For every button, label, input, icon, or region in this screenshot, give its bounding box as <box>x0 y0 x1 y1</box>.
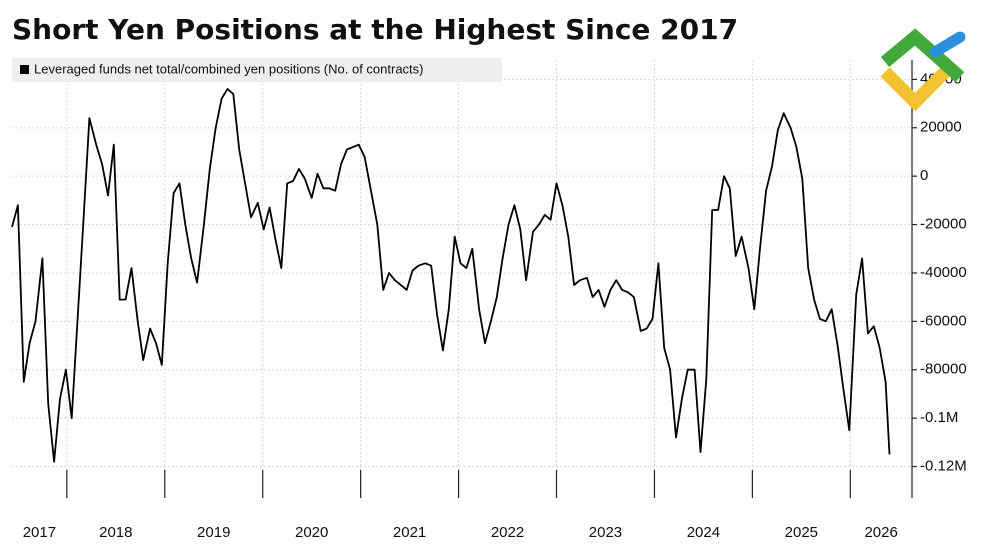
y-tick-label: -20000 <box>920 216 967 233</box>
chart-title: Short Yen Positions at the Highest Since… <box>12 13 738 46</box>
x-tick-label: 2017 <box>23 524 56 541</box>
logo <box>880 28 966 112</box>
legend-box <box>12 58 502 82</box>
legend-label: Leveraged funds net total/combined yen p… <box>34 61 424 76</box>
x-tick-label: 2023 <box>589 524 622 541</box>
y-tick-label: -80000 <box>920 361 967 378</box>
x-tick-label: 2025 <box>785 524 818 541</box>
x-tick-label: 2019 <box>197 524 230 541</box>
y-tick-label: -40000 <box>920 264 967 281</box>
y-tick-label: 0 <box>920 167 928 184</box>
y-tick-label: -60000 <box>920 312 967 329</box>
x-tick-label: 2021 <box>393 524 426 541</box>
logo-green <box>880 28 965 82</box>
x-tick-label: 2018 <box>99 524 132 541</box>
x-tick-label: 2022 <box>491 524 524 541</box>
y-tick-label: 20000 <box>920 119 962 136</box>
y-tick-label: -0.1M <box>920 409 958 426</box>
data-line <box>11 88 891 463</box>
y-tick-label: -0.12M <box>920 458 967 475</box>
x-tick-label: 2020 <box>295 524 328 541</box>
x-tick-label: 2024 <box>687 524 720 541</box>
legend-swatch <box>20 65 29 74</box>
logo-blue <box>929 31 966 58</box>
logo-yellow <box>880 62 955 112</box>
x-tick-label: 2026 <box>864 524 897 541</box>
